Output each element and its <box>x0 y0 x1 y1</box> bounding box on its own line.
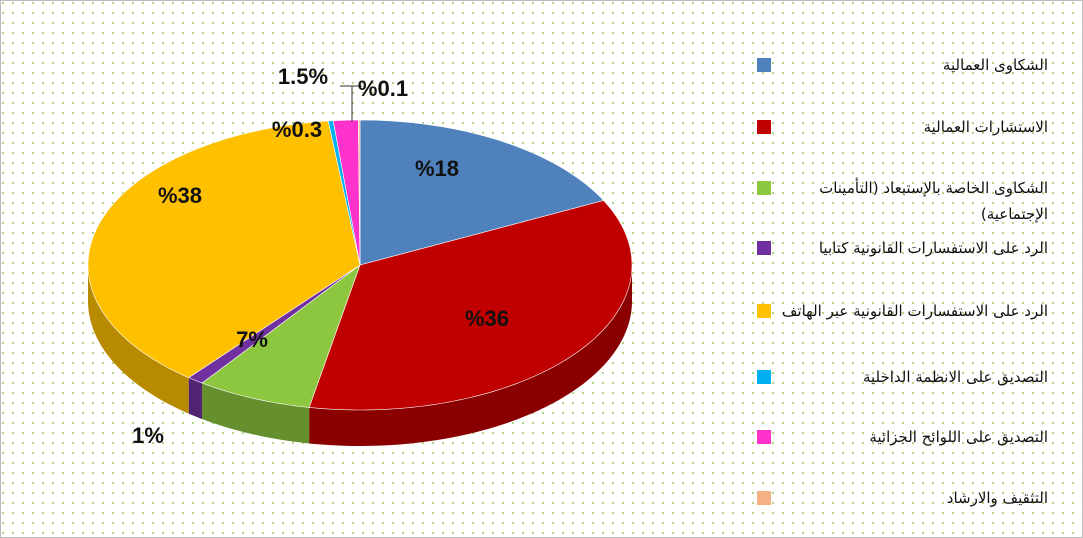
legend-label: التصديق على اللوائح الجزائية <box>869 428 1048 446</box>
legend-swatch <box>757 58 771 72</box>
slice <box>359 119 605 266</box>
data-label: 1.5% <box>278 64 328 89</box>
legend-swatch <box>757 241 771 255</box>
legend-label: الرد على الاستفسارات القانونية عبر الهات… <box>781 302 1048 320</box>
data-label: %0.1 <box>358 76 408 101</box>
legend-swatch <box>757 304 771 318</box>
slice-side <box>309 265 632 446</box>
legend-swatch <box>757 181 771 195</box>
slice <box>87 120 361 378</box>
legend-swatch <box>757 370 771 384</box>
slice-side <box>88 265 189 414</box>
legend-label: التثقيف والارشاد <box>946 489 1048 507</box>
legend-swatch <box>757 120 771 134</box>
legend-label: الشكاوى العمالية <box>942 56 1048 74</box>
data-label: 7% <box>236 327 268 352</box>
slice <box>201 264 361 408</box>
slice <box>308 200 633 411</box>
legend-label: الرد على الاستفسارات القانونية كتابيا <box>818 239 1048 257</box>
legend-swatch <box>757 430 771 444</box>
slice-side <box>188 377 203 420</box>
legend-label: الاستشارات العمالية <box>923 118 1048 136</box>
legend-label: الشكاوى الخاصة بالإستبعاد (التأمينات الإ… <box>819 179 1048 223</box>
slice <box>332 119 361 266</box>
legend-label: التصديق على الانظمة الداخلية <box>862 368 1048 386</box>
data-label: %36 <box>465 306 509 331</box>
slice-side <box>202 383 310 444</box>
data-label: 1% <box>132 423 164 448</box>
slice <box>358 119 361 266</box>
legend-swatch <box>757 491 771 505</box>
data-label: %18 <box>415 156 459 181</box>
data-label: %38 <box>158 183 202 208</box>
data-label: %0.3 <box>272 117 322 142</box>
